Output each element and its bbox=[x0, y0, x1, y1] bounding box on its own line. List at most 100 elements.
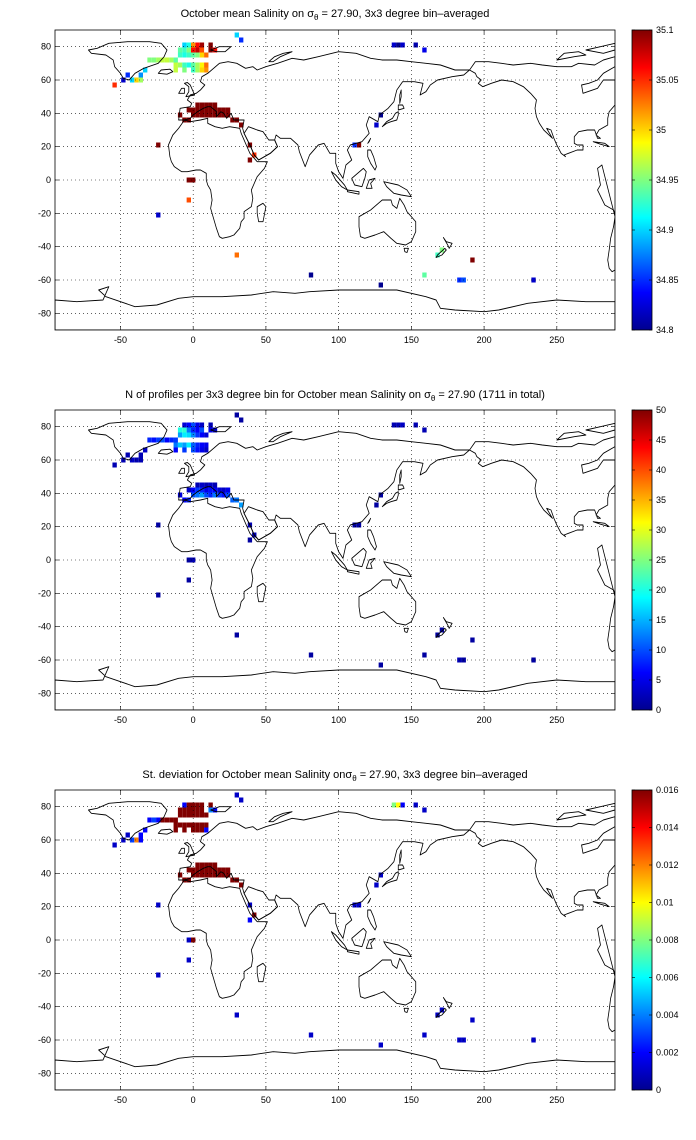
bin-cell bbox=[221, 487, 226, 493]
bin-cell bbox=[391, 422, 397, 428]
bin-cell bbox=[378, 112, 383, 118]
bin-cell bbox=[186, 422, 191, 428]
bin-cell bbox=[186, 802, 191, 808]
bin-cell bbox=[217, 487, 222, 493]
bin-cell bbox=[195, 487, 200, 493]
bin-cell bbox=[199, 107, 205, 113]
bin-cell bbox=[186, 47, 191, 53]
x-tick-label: 150 bbox=[404, 1095, 419, 1105]
x-tick-label: 0 bbox=[191, 1095, 196, 1105]
bin-cell bbox=[199, 442, 205, 448]
bin-cell bbox=[212, 862, 218, 868]
bin-cell bbox=[204, 867, 209, 873]
bin-cell bbox=[173, 822, 178, 828]
bin-cell bbox=[182, 47, 187, 53]
y-tick-label: 80 bbox=[41, 42, 51, 52]
bin-cell bbox=[182, 422, 187, 428]
bin-cell bbox=[138, 77, 143, 83]
colorbar-tick-label: 0.008 bbox=[656, 935, 679, 945]
bin-cell bbox=[225, 112, 231, 118]
bin-cell bbox=[239, 797, 244, 803]
bin-cell bbox=[186, 42, 191, 48]
colorbar-tick-label: 15 bbox=[656, 615, 666, 625]
bin-cell bbox=[156, 902, 161, 908]
bin-cell bbox=[177, 442, 183, 448]
y-tick-label: -20 bbox=[38, 208, 51, 218]
bin-cell bbox=[177, 492, 183, 498]
bin-cell bbox=[204, 52, 209, 58]
bin-cell bbox=[151, 57, 157, 63]
bin-cell bbox=[234, 32, 239, 38]
bin-cell bbox=[195, 432, 200, 438]
bin-cell bbox=[125, 72, 130, 78]
bin-cell bbox=[147, 57, 152, 63]
bin-cell bbox=[204, 822, 209, 828]
bin-cell bbox=[112, 842, 117, 848]
bin-cell bbox=[199, 862, 205, 868]
bin-cell bbox=[186, 497, 191, 503]
y-tick-label: 20 bbox=[41, 522, 51, 532]
bin-cell bbox=[204, 112, 209, 118]
y-tick-label: 0 bbox=[46, 935, 51, 945]
bin-cell bbox=[191, 177, 196, 183]
bin-cell bbox=[531, 1037, 536, 1043]
colorbar-tick-label: 34.85 bbox=[656, 275, 679, 285]
bin-cell bbox=[186, 822, 191, 828]
bin-cell bbox=[391, 802, 397, 808]
x-tick-label: 200 bbox=[477, 1095, 492, 1105]
bin-cell bbox=[195, 102, 200, 108]
bin-cell bbox=[221, 492, 226, 498]
bin-cell bbox=[191, 557, 196, 563]
x-tick-label: 250 bbox=[549, 1095, 564, 1105]
bin-cell bbox=[422, 1032, 427, 1038]
bin-cell bbox=[212, 427, 218, 433]
bin-cell bbox=[247, 537, 253, 543]
bin-cell bbox=[177, 872, 183, 878]
colorbar-tick-label: 30 bbox=[656, 525, 666, 535]
bin-cell bbox=[470, 257, 475, 263]
bin-cell bbox=[204, 107, 209, 113]
map-panel-1: October mean Salinity on σθ = 27.90, 3x3… bbox=[38, 8, 679, 345]
y-tick-label: -40 bbox=[38, 1002, 51, 1012]
bin-cell bbox=[182, 52, 187, 58]
bin-cell bbox=[186, 877, 191, 883]
bin-cell bbox=[204, 102, 209, 108]
bin-cell bbox=[182, 427, 187, 433]
bin-cell bbox=[234, 412, 239, 418]
bin-cell bbox=[212, 872, 218, 878]
bin-cell bbox=[186, 807, 191, 813]
bin-cell bbox=[378, 662, 383, 668]
bin-cell bbox=[195, 867, 200, 873]
bin-cell bbox=[413, 42, 418, 48]
bin-cell bbox=[134, 77, 139, 83]
bin-cell bbox=[129, 457, 135, 463]
panel-title: St. deviation for October mean Salinity … bbox=[142, 769, 527, 783]
y-tick-label: -80 bbox=[38, 1068, 51, 1078]
bin-cell bbox=[160, 57, 165, 63]
bin-cell bbox=[356, 142, 362, 148]
bin-cell bbox=[212, 807, 218, 813]
bin-cell bbox=[195, 447, 200, 453]
y-tick-label: -40 bbox=[38, 622, 51, 632]
bin-cell bbox=[169, 437, 174, 443]
y-tick-label: 60 bbox=[41, 835, 51, 845]
bin-cell bbox=[164, 817, 170, 823]
colorbar-tick-label: 35.05 bbox=[656, 75, 679, 85]
y-tick-label: -80 bbox=[38, 308, 51, 318]
bin-cell bbox=[391, 42, 397, 48]
x-tick-label: -50 bbox=[114, 1095, 127, 1105]
bin-cell bbox=[422, 652, 427, 658]
bin-cell bbox=[173, 57, 178, 63]
bin-cell bbox=[186, 427, 191, 433]
bin-cell bbox=[199, 422, 205, 428]
bin-cell bbox=[186, 937, 191, 943]
bin-cell bbox=[182, 42, 187, 48]
colorbar-tick-label: 20 bbox=[656, 585, 666, 595]
bin-cell bbox=[195, 42, 200, 48]
bin-cell bbox=[186, 557, 191, 563]
x-tick-label: 100 bbox=[331, 1095, 346, 1105]
bin-cell bbox=[204, 67, 209, 73]
bin-cell bbox=[470, 637, 475, 643]
bin-cell bbox=[378, 872, 383, 878]
bin-cell bbox=[204, 812, 209, 818]
